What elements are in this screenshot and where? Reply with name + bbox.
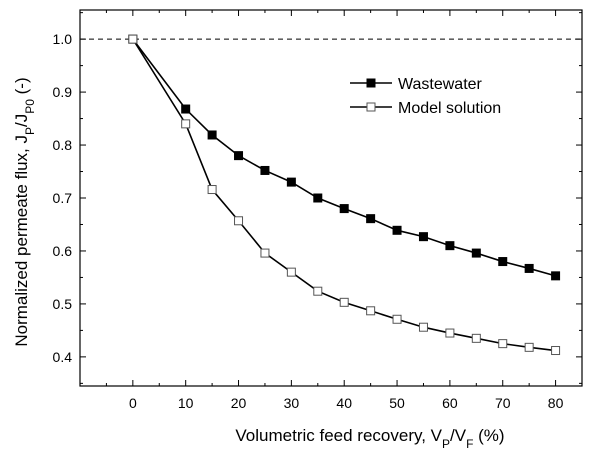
legend-marker bbox=[366, 102, 376, 112]
data-point-model-solution bbox=[551, 346, 561, 356]
x-tick-label: 40 bbox=[336, 395, 352, 411]
data-point-model-solution bbox=[524, 342, 534, 352]
data-point-wastewater bbox=[207, 130, 217, 140]
data-point-wastewater bbox=[551, 271, 561, 281]
data-point-wastewater bbox=[498, 257, 508, 267]
series-wastewater bbox=[128, 34, 561, 281]
x-tick-label: 70 bbox=[495, 395, 511, 411]
data-point-model-solution bbox=[366, 306, 376, 316]
data-point-wastewater bbox=[181, 104, 191, 114]
x-axis-ticks: 0 10 20 30 40 50 60 70 80 bbox=[105, 10, 583, 411]
data-point-wastewater bbox=[524, 263, 534, 273]
y-axis-label: Normalized permeate flux, JP/JP0 (-) bbox=[12, 77, 37, 346]
data-point-wastewater bbox=[392, 225, 402, 235]
y-tick-label: 1.0 bbox=[53, 31, 73, 47]
data-point-model-solution bbox=[498, 339, 508, 349]
x-tick-label: 50 bbox=[389, 395, 405, 411]
data-point-model-solution bbox=[207, 185, 217, 195]
data-point-model-solution bbox=[234, 216, 244, 226]
series-model-solution bbox=[128, 34, 561, 356]
legend-marker bbox=[366, 78, 376, 88]
series-line-model-solution bbox=[132, 38, 556, 352]
data-point-wastewater bbox=[445, 241, 455, 251]
data-point-model-solution bbox=[313, 286, 323, 296]
data-point-wastewater bbox=[260, 165, 270, 175]
x-tick-label: 30 bbox=[284, 395, 300, 411]
data-point-wastewater bbox=[234, 151, 244, 161]
data-point-wastewater bbox=[286, 177, 296, 187]
legend: Wastewater Model solution bbox=[350, 76, 501, 117]
legend-item-wastewater: Wastewater bbox=[350, 76, 483, 93]
data-point-model-solution bbox=[445, 328, 455, 338]
x-tick-label: 10 bbox=[178, 395, 194, 411]
data-point-model-solution bbox=[260, 248, 270, 258]
plot-border bbox=[79, 9, 583, 387]
series-layer bbox=[128, 34, 561, 356]
legend-item-model-solution: Model solution bbox=[350, 100, 501, 117]
data-point-model-solution bbox=[128, 34, 138, 44]
y-tick-label: 0.6 bbox=[53, 243, 73, 259]
data-point-wastewater bbox=[471, 248, 481, 258]
data-point-model-solution bbox=[286, 267, 296, 277]
plot-frame bbox=[79, 9, 583, 387]
data-point-wastewater bbox=[366, 214, 376, 224]
legend-label: Model solution bbox=[398, 100, 501, 117]
data-point-model-solution bbox=[392, 314, 402, 324]
y-tick-label: 0.7 bbox=[53, 190, 73, 206]
y-tick-label: 0.9 bbox=[53, 84, 73, 100]
x-axis-label: Volumetric feed recovery, VP/VF (%) bbox=[235, 426, 504, 451]
y-tick-label: 0.4 bbox=[53, 349, 73, 365]
x-tick-label: 80 bbox=[548, 395, 564, 411]
y-axis-ticks: 0.4 0.5 0.6 0.7 0.8 0.9 1.0 bbox=[53, 12, 582, 384]
data-point-wastewater bbox=[313, 193, 323, 203]
y-tick-label: 0.5 bbox=[53, 296, 73, 312]
data-point-model-solution bbox=[471, 333, 481, 343]
data-point-model-solution bbox=[181, 119, 191, 129]
x-tick-label: 60 bbox=[442, 395, 458, 411]
data-point-wastewater bbox=[418, 232, 428, 242]
x-tick-label: 20 bbox=[231, 395, 247, 411]
x-tick-label: 0 bbox=[129, 395, 137, 411]
y-tick-label: 0.8 bbox=[53, 137, 73, 153]
data-point-model-solution bbox=[339, 297, 349, 307]
legend-label: Wastewater bbox=[398, 76, 483, 93]
series-line-wastewater bbox=[132, 38, 556, 277]
data-point-model-solution bbox=[418, 322, 428, 332]
data-point-wastewater bbox=[339, 204, 349, 214]
